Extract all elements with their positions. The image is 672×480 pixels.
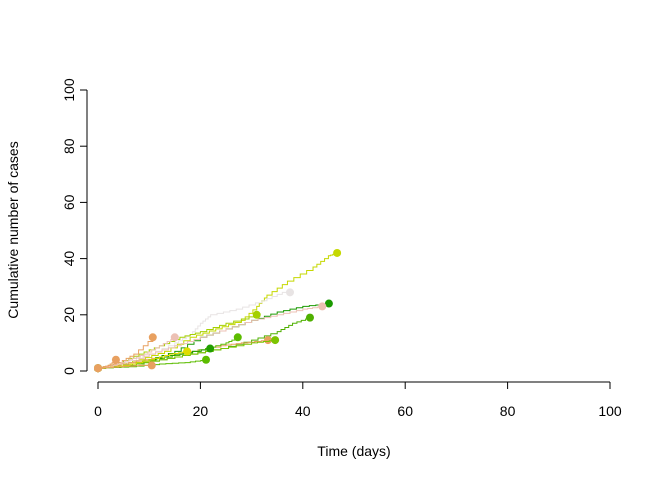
series-line-s12 (98, 351, 188, 369)
series-end-point (318, 302, 327, 311)
series-line-s16 (98, 364, 152, 369)
series-end-point (305, 313, 314, 322)
x-tick-label: 80 (500, 403, 516, 419)
x-tick-label: 40 (295, 403, 311, 419)
y-tick-label: 60 (61, 194, 77, 210)
y-axis-label: Cumulative number of cases (5, 141, 21, 318)
series-end-point (271, 336, 280, 345)
series-end-point (202, 355, 211, 364)
series-line-s11 (98, 359, 207, 369)
series-end-point (111, 355, 120, 364)
series-end-point (286, 288, 294, 297)
series-lines (94, 248, 342, 373)
series-end-point (206, 344, 215, 353)
y-tick-label: 80 (61, 138, 77, 154)
series-end-point (233, 333, 242, 342)
series-end-point (147, 361, 156, 370)
series-line-s14 (98, 337, 176, 369)
series-line-s6 (98, 314, 258, 369)
x-tick-label: 60 (397, 403, 413, 419)
x-tick-label: 100 (598, 403, 622, 419)
series-end-point (252, 310, 261, 319)
x-tick-label: 20 (193, 403, 209, 419)
y-tick-label: 100 (61, 78, 77, 102)
series-end-point (183, 347, 192, 356)
series-end-point (263, 336, 272, 345)
y-tick-label: 40 (61, 251, 77, 267)
series-start-point (94, 364, 102, 373)
series-end-point (170, 333, 179, 342)
x-tick-label: 0 (94, 403, 102, 419)
series-line-s4 (98, 306, 323, 369)
series-end-point (324, 299, 333, 308)
series-end-point (148, 333, 157, 342)
y-tick-label: 0 (61, 367, 77, 375)
series-end-point (333, 248, 342, 257)
y-tick-label: 20 (61, 307, 77, 323)
axes: 0 20 40 60 80 100 0 20 40 60 80 100 (61, 78, 622, 419)
x-axis-label: Time (days) (317, 443, 390, 459)
